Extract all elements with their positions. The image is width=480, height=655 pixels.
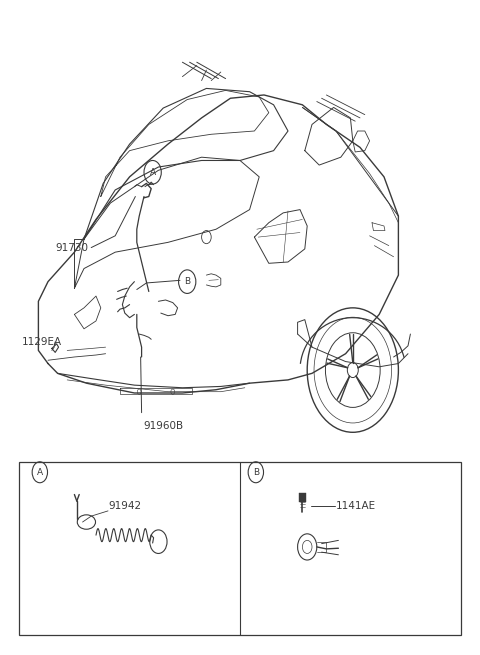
Bar bbox=[299, 493, 306, 502]
Text: B: B bbox=[253, 468, 259, 477]
Text: A: A bbox=[37, 468, 43, 477]
Text: 1129EA: 1129EA bbox=[22, 337, 62, 347]
Text: 91960B: 91960B bbox=[143, 421, 183, 430]
Text: B: B bbox=[184, 277, 190, 286]
Bar bbox=[19, 462, 461, 635]
Text: 91942: 91942 bbox=[108, 501, 142, 511]
Text: 1141AE: 1141AE bbox=[336, 500, 376, 511]
Text: A: A bbox=[150, 168, 156, 177]
Text: 91730: 91730 bbox=[56, 242, 89, 253]
